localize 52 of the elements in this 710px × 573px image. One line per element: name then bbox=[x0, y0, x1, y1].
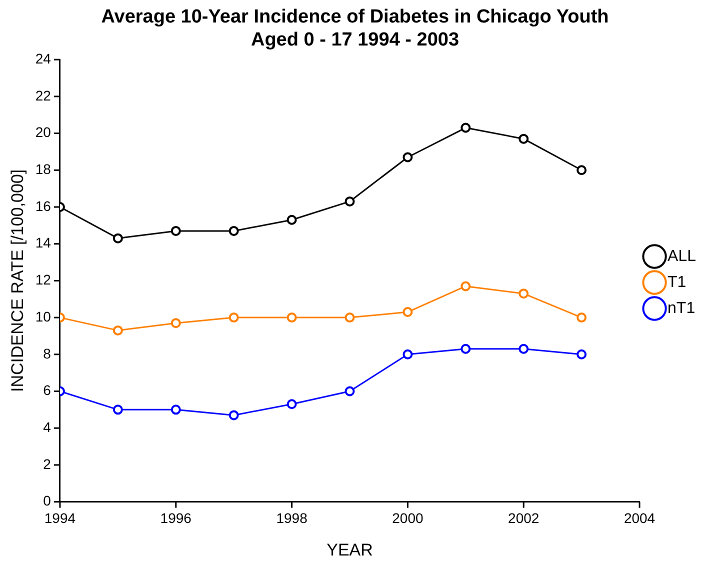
point bbox=[402, 307, 413, 318]
point bbox=[344, 312, 355, 323]
point bbox=[228, 410, 239, 420]
x-axis-title: YEAR bbox=[326, 540, 373, 560]
x-tick-label: 2004 bbox=[624, 510, 656, 526]
point bbox=[286, 312, 297, 323]
y-tick-label: 18 bbox=[35, 161, 52, 178]
y-tick-label: 16 bbox=[35, 198, 52, 214]
x-tick-label: 1996 bbox=[160, 510, 192, 526]
point bbox=[344, 196, 355, 206]
y-tick-label: 2 bbox=[43, 456, 52, 472]
y-tick-label: 0 bbox=[43, 492, 52, 509]
y-tick-label: 8 bbox=[43, 345, 52, 362]
y-tick-label: 20 bbox=[35, 124, 52, 140]
point bbox=[344, 386, 355, 396]
point bbox=[170, 318, 181, 328]
legend-label: nT1 bbox=[668, 300, 696, 317]
point bbox=[286, 214, 297, 225]
point bbox=[228, 312, 239, 323]
y-tick-label: 10 bbox=[35, 308, 52, 324]
legend-label: T1 bbox=[668, 274, 686, 291]
y-tick-label: 6 bbox=[43, 382, 52, 398]
point bbox=[402, 152, 413, 162]
y-tick-label: 14 bbox=[35, 234, 52, 251]
point bbox=[518, 288, 529, 299]
point bbox=[576, 312, 587, 323]
point bbox=[112, 233, 123, 244]
point bbox=[170, 404, 181, 415]
y-tick-label: 4 bbox=[43, 418, 52, 435]
y-tick-label: 24 bbox=[35, 50, 52, 66]
point bbox=[576, 349, 587, 360]
point bbox=[460, 122, 471, 133]
point bbox=[576, 165, 587, 176]
chart-title: Average 10-Year Incidence of Diabetes in Chicago Youth Aged 0 - 17 1994 - 2003 bbox=[101, 6, 609, 50]
y-tick-label: 22 bbox=[35, 87, 52, 104]
x-tick-label: 2000 bbox=[392, 510, 424, 526]
point bbox=[112, 325, 123, 336]
legend-label: ALL bbox=[668, 248, 696, 265]
point bbox=[228, 226, 239, 236]
point bbox=[460, 344, 471, 354]
point bbox=[112, 404, 123, 415]
y-tick-label: 12 bbox=[35, 272, 52, 288]
point bbox=[518, 344, 529, 354]
x-tick-label: 1994 bbox=[44, 510, 76, 526]
point bbox=[286, 399, 297, 410]
y-axis-title: INCIDENCE RATE [/100,000] bbox=[8, 169, 27, 392]
point bbox=[170, 226, 181, 236]
point bbox=[460, 281, 471, 292]
x-tick-label: 1998 bbox=[276, 510, 308, 526]
point bbox=[402, 349, 413, 360]
point bbox=[518, 134, 529, 144]
x-tick-label: 2002 bbox=[508, 510, 540, 526]
